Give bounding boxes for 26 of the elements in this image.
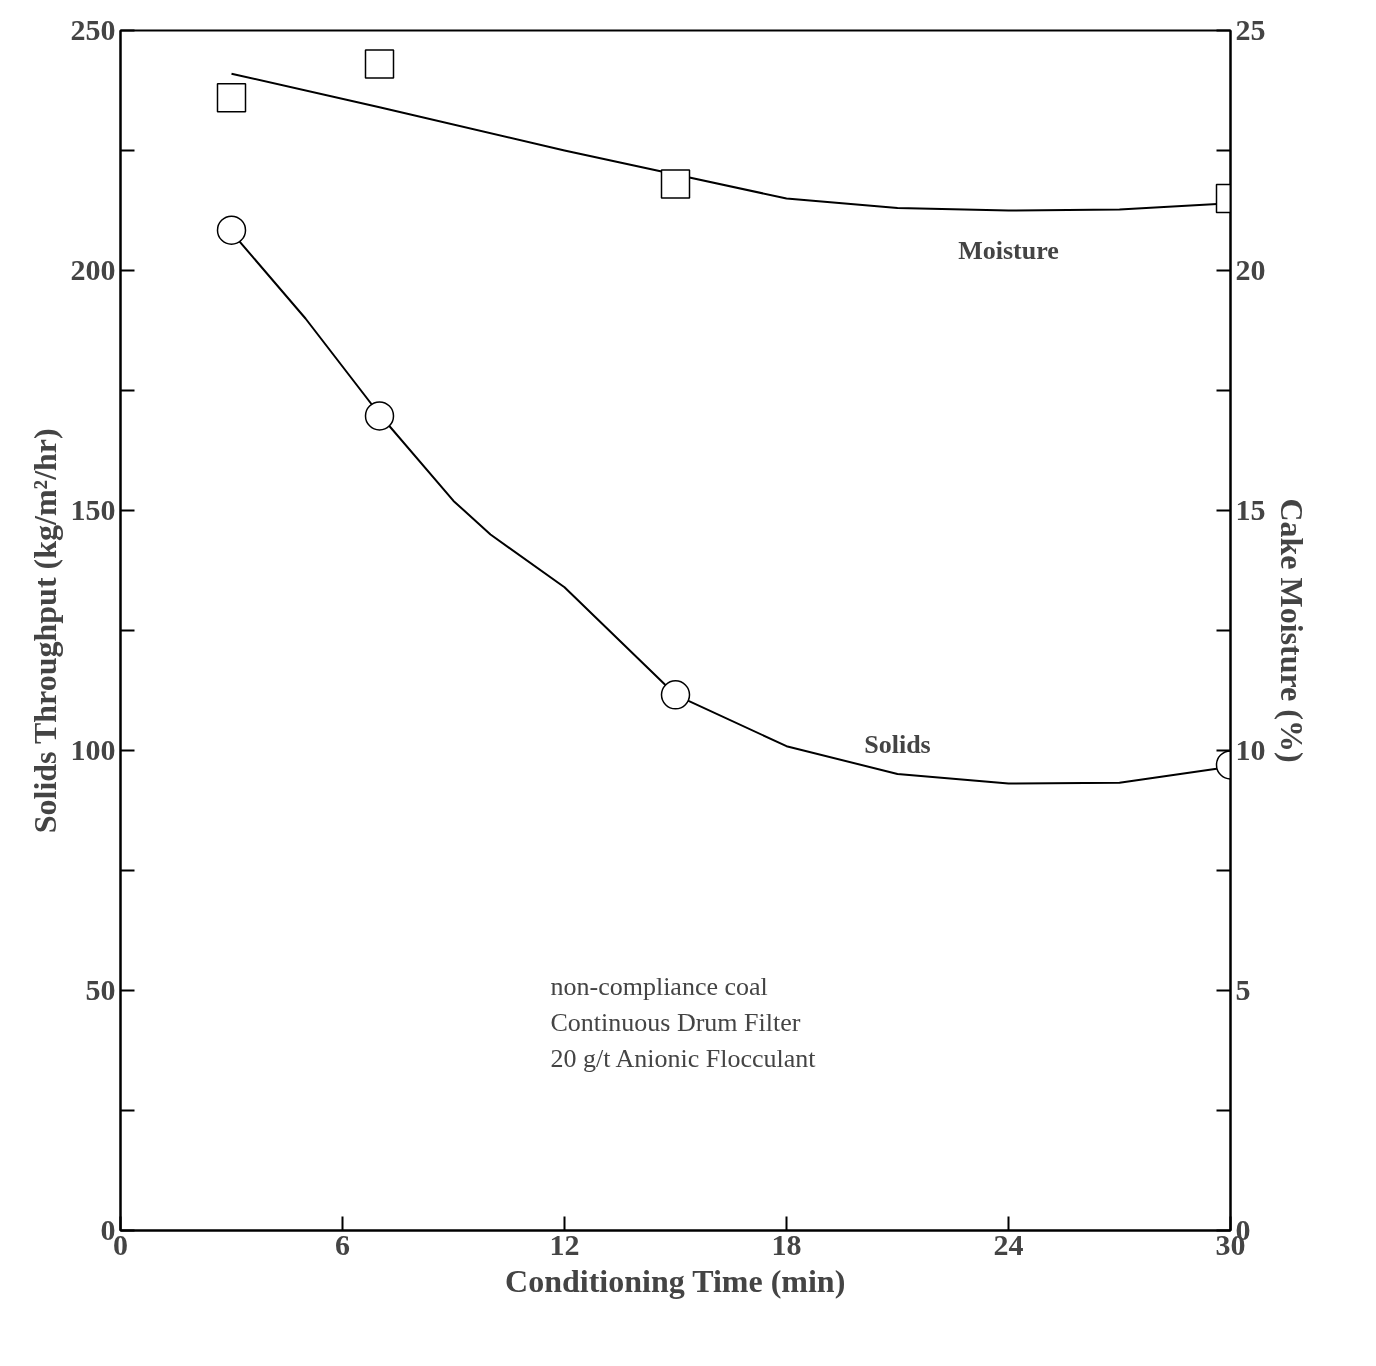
x-axis-title: Conditioning Time (min) bbox=[505, 1262, 846, 1299]
point bbox=[364, 49, 395, 79]
x-tick-label: 6 bbox=[335, 1227, 350, 1261]
annotation: non-compliance coal bbox=[550, 971, 768, 1001]
y2-tick-label: 15 bbox=[1235, 493, 1266, 526]
y-tick-label: 50 bbox=[85, 973, 116, 1006]
x-tick-label: 18 bbox=[771, 1227, 802, 1261]
y2-tick-label: 10 bbox=[1235, 733, 1266, 766]
series-label: Moisture bbox=[958, 236, 1059, 265]
y2-tick-label: 5 bbox=[1235, 973, 1251, 1006]
point bbox=[216, 82, 247, 113]
point bbox=[216, 215, 247, 245]
y-tick-label: 150 bbox=[70, 493, 116, 526]
series-label: Solids bbox=[864, 729, 931, 759]
y-tick-label: 200 bbox=[70, 253, 116, 286]
x-tick-label: 24 bbox=[993, 1227, 1024, 1261]
y2-axis-title: Cake Moisture (%) bbox=[1273, 498, 1310, 763]
annotation: 20 g/t Anionic Flocculant bbox=[550, 1043, 817, 1073]
y-axis-title: Solids Throughput (kg/m²/hr) bbox=[26, 428, 63, 834]
y-tick-label: 250 bbox=[70, 13, 116, 46]
point bbox=[364, 401, 395, 431]
y2-tick-label: 25 bbox=[1235, 13, 1266, 46]
annotation: Continuous Drum Filter bbox=[550, 1007, 801, 1037]
y-tick-label: 100 bbox=[70, 733, 116, 766]
y2-tick-label: 20 bbox=[1235, 253, 1266, 286]
x-tick-label: 12 bbox=[549, 1227, 580, 1261]
